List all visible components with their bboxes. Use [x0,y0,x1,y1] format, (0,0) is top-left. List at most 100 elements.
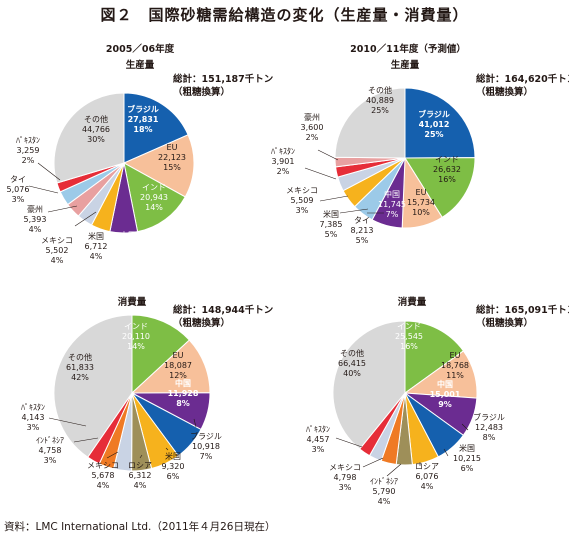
slice-percent: 11% [446,371,464,380]
slice-name: ロシア [415,462,439,471]
slice-value: 5,678 [92,471,115,480]
slice-value: 4,457 [307,435,330,444]
slice-name: その他 [368,85,392,95]
leader-line [339,208,369,214]
chart-unit: （粗糖換算） [476,86,533,98]
leader-line [193,418,197,428]
slice-name: ﾊﾟｷｽﾀﾝ [306,425,330,434]
slice-name: EU [173,351,184,360]
chart-title: 生産量 [126,59,155,71]
slice-name: 米国 [459,443,475,453]
slice-name: 米国 [88,231,104,241]
leader-line [106,451,119,459]
pie-slice-brazil [404,87,476,159]
slice-value: 66,415 [338,359,366,368]
slice-value: 20,943 [140,193,168,202]
leader-line [335,437,363,448]
slice-value: 8,213 [351,226,374,235]
slice-percent: 42% [71,373,89,382]
slice-percent: 8% [176,399,190,408]
slice-percent: 14% [145,203,163,212]
chart-unit: （粗糖換算） [173,317,230,329]
slice-percent: 4% [90,252,103,261]
slice-name: ブラジル [473,412,505,422]
slice-value: 10,215 [453,454,481,463]
slice-percent: 25% [424,130,443,139]
slice-percent: 2% [306,133,319,142]
slice-value: 18,768 [441,361,469,370]
slice-name: ｲﾝﾄﾞﾈｼｱ [36,436,64,445]
slice-name: EU [167,143,178,152]
chart-total: 総計：164,620千トン [476,73,569,85]
slice-value: 11,745 [378,200,406,209]
slice-percent: 6% [167,472,180,481]
leader-line [461,423,469,431]
slice-value: 41,012 [419,120,450,129]
chart-total: 総計：148,944千トン [173,304,273,316]
slice-name: ロシア [128,461,152,470]
leader-line [362,457,384,468]
slice-value: 20,110 [122,332,150,341]
pie-slice-india [404,157,476,219]
slice-value: 4,758 [39,446,62,455]
slice-name: インド [142,183,166,192]
slice-value: 5,076 [7,185,30,194]
slice-name: メキシコ [329,463,361,472]
slice-name: ブラジル [418,109,450,119]
slice-percent: 7% [386,210,399,219]
slice-name: 米国 [323,209,339,219]
slice-percent: 4% [29,225,42,234]
slice-name: 中国 [175,378,191,388]
pie-slice-other [334,87,406,159]
slice-name: メキシコ [41,236,73,245]
slice-percent: 30% [87,135,105,144]
slice-name: ｲﾝﾄﾞﾈｼｱ [370,477,398,486]
slice-percent: 3% [312,445,325,454]
slice-name: ﾊﾟｷｽﾀﾝ [271,147,295,156]
slice-percent: 3% [44,456,57,465]
leader-line [48,417,87,427]
pie-slice-other [332,320,406,450]
leader-line [165,447,169,451]
slice-percent: 12% [169,371,187,380]
leader-line [386,463,402,477]
slice-value: 10,918 [192,442,220,451]
leader-line [74,211,97,227]
slice-percent: 40% [343,369,361,378]
slice-name: 中国 [437,379,453,389]
leader-line [304,167,337,180]
slice-name: ブラジル [190,431,222,441]
slice-name: その他 [84,114,108,124]
slice-value: 22,123 [158,153,186,162]
